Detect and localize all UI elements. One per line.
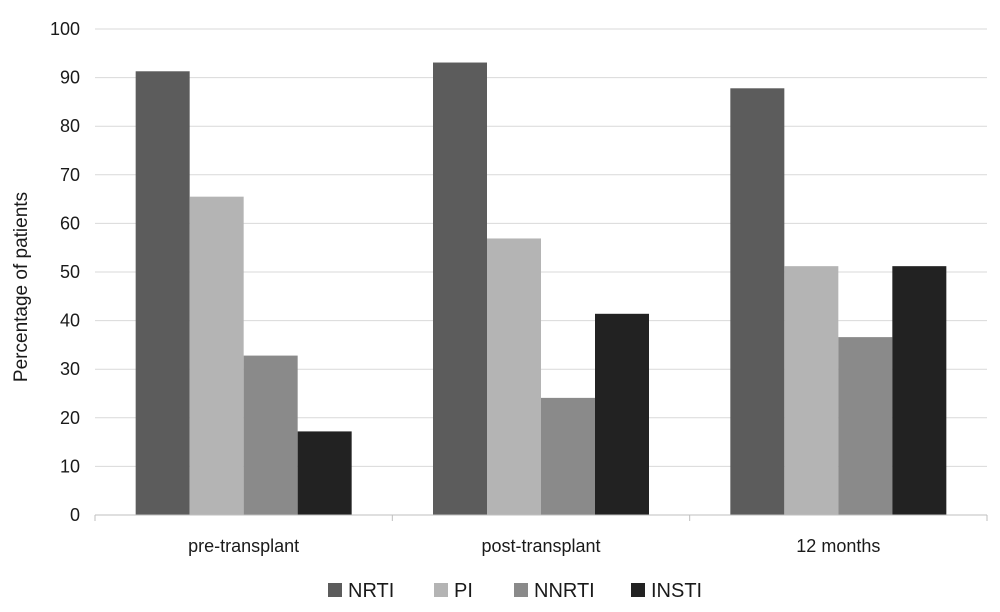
legend-swatch: [328, 583, 342, 597]
bar-pi-2: [487, 238, 541, 515]
x-tick-label: post-transplant: [481, 536, 600, 556]
y-tick-label: 20: [60, 408, 80, 428]
bar-insti-1: [297, 431, 352, 515]
bar-insti-2: [595, 313, 649, 515]
legend: NRTI PI NNRTI INSTI: [328, 580, 702, 602]
x-tick-label: pre-transplant: [188, 536, 299, 556]
bar-nnrti-2: [541, 397, 595, 515]
legend-label: INSTI: [651, 580, 702, 602]
y-tick-label: 80: [60, 116, 80, 136]
bar-pi-3: [784, 266, 839, 515]
legend-item-insti: INSTI: [631, 580, 702, 602]
legend-swatch: [434, 583, 448, 597]
legend-swatch: [514, 583, 528, 597]
legend-label: NNRTI: [534, 580, 595, 602]
y-tick-label: 100: [50, 19, 80, 39]
legend-item-nnrti: NNRTI: [514, 580, 595, 602]
bar-insti-3: [892, 266, 947, 515]
y-axis-title: Percentage of patients: [11, 192, 32, 382]
bar-nnrti-3: [838, 337, 893, 515]
bar-nrti-1: [135, 71, 190, 516]
y-tick-label: 30: [60, 359, 80, 379]
legend-swatch: [631, 583, 645, 597]
y-tick-label: 90: [60, 68, 80, 88]
y-tick-label: 10: [60, 456, 80, 476]
x-tick-label: 12 months: [796, 536, 880, 556]
bars: [135, 62, 947, 516]
y-tick-label: 0: [70, 505, 80, 525]
y-tick-label: 40: [60, 311, 80, 331]
bar-nrti-2: [433, 62, 487, 516]
y-tick-label: 60: [60, 213, 80, 233]
legend-item-nrti: NRTI: [328, 580, 394, 602]
x-tick-labels: pre-transplant post-transplant 12 months: [188, 536, 880, 556]
legend-item-pi: PI: [434, 580, 473, 602]
legend-label: PI: [454, 580, 473, 602]
y-tick-labels: 0 10 20 30 40 50 60 70 80 90 100: [50, 19, 80, 525]
y-tick-label: 50: [60, 262, 80, 282]
axes: [94, 514, 988, 521]
y-tick-label: 70: [60, 165, 80, 185]
bar-pi-1: [189, 196, 244, 516]
bar-nrti-3: [730, 88, 785, 516]
bar-nnrti-1: [243, 355, 298, 515]
legend-label: NRTI: [348, 580, 394, 602]
